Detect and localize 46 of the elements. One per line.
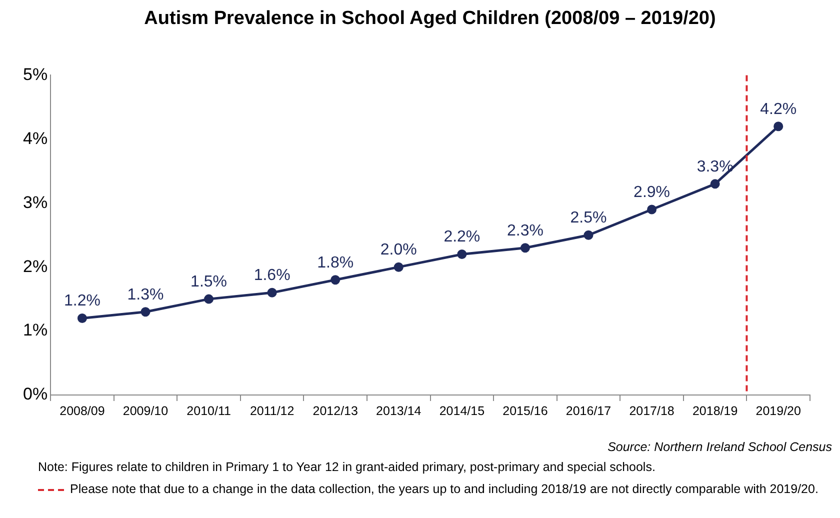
x-tick-label: 2016/17 (566, 404, 612, 418)
point (584, 230, 594, 240)
data-label: 1.3% (127, 286, 164, 304)
data-label: 2.9% (634, 184, 670, 201)
point (77, 314, 87, 323)
x-tick-label: 2018/19 (692, 404, 738, 418)
data-label: 4.2% (760, 100, 797, 118)
point (774, 122, 784, 132)
y-tick-label: 3% (22, 192, 48, 212)
data-label: 1.2% (64, 292, 100, 310)
y-tick-label: 5% (22, 64, 48, 84)
point (710, 179, 720, 189)
y-tick-label: 1% (22, 320, 48, 340)
point (140, 307, 150, 317)
data-label: 2.5% (570, 210, 607, 227)
data-label: 3.3% (696, 158, 734, 176)
data-label: 2.3% (506, 222, 544, 240)
data-label: 1.6% (254, 267, 290, 284)
text: Note: Figures relate to children in Primary 1 to Year 12 in grant-aided primary, post-primary and special schools. (38, 460, 656, 474)
y-tick-label: 4% (22, 128, 48, 148)
x-tick-label: 2019/20 (756, 404, 801, 418)
x-tick-label: 2014/15 (439, 404, 485, 418)
x-tick-label: 2008/09 (60, 404, 105, 418)
x-tick-label: 2011/12 (250, 404, 294, 418)
x-tick-label: 2009/10 (122, 404, 168, 418)
text: Please note that due to a change in the data collection, the years up to and including 2018/19 are not directly comparable with 2019/20. (69, 481, 820, 498)
data-label: 2.0% (380, 241, 417, 258)
x-tick-label: 2013/14 (376, 404, 422, 418)
source-note: Source: Northern Ireland School Census (608, 440, 832, 454)
data-label: 1.8% (317, 254, 354, 272)
point (520, 243, 530, 253)
point (267, 288, 277, 298)
point (647, 204, 657, 214)
x-tick-label: 2017/18 (629, 404, 674, 418)
point (394, 262, 404, 272)
x-tick-label: 2010/11 (186, 404, 231, 418)
y-tick-label: 0% (22, 384, 48, 404)
data-label: 1.5% (190, 273, 228, 290)
point (457, 250, 467, 260)
point (204, 294, 214, 304)
y-tick-label: 2% (22, 256, 48, 276)
point (330, 275, 340, 285)
x-tick-label: 2015/16 (502, 404, 548, 418)
x-tick-label: 2012/13 (312, 404, 358, 418)
chart-title: Autism Prevalence in School Aged Children (2008/09 – 2019/20) (143, 7, 717, 31)
data-label: 2.2% (444, 228, 480, 246)
